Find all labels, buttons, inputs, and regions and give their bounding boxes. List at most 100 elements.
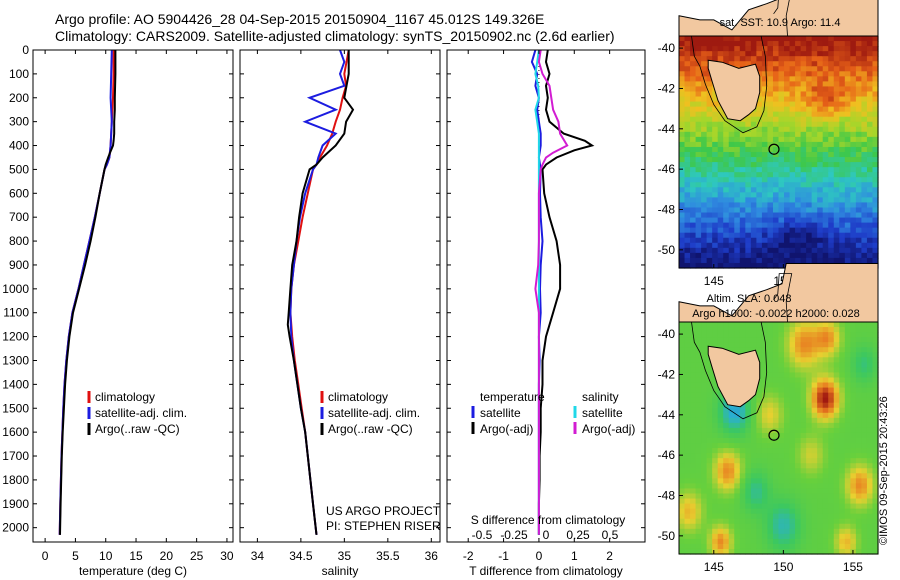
map-cell xyxy=(690,111,697,118)
map-cell xyxy=(806,162,813,168)
map-cell xyxy=(695,207,702,214)
map-cell xyxy=(822,347,829,353)
map-cell xyxy=(866,167,874,173)
map-cell xyxy=(822,392,829,399)
map-cell xyxy=(778,152,785,158)
map-cell xyxy=(839,86,846,93)
map-cell xyxy=(778,548,785,555)
map-cell xyxy=(772,157,780,163)
map-cell xyxy=(833,473,840,479)
map-cell xyxy=(784,192,791,198)
map-cell xyxy=(750,172,757,178)
map-cell xyxy=(828,478,835,484)
map-cell xyxy=(822,207,829,214)
map-cell xyxy=(734,51,741,57)
map-cell xyxy=(745,342,752,348)
map-cell xyxy=(833,141,840,148)
map-cell xyxy=(833,167,840,173)
map-cell xyxy=(712,387,719,394)
map-cell xyxy=(706,247,713,254)
map-cell xyxy=(739,252,746,259)
map-cell xyxy=(728,131,735,138)
map-cell xyxy=(828,232,835,239)
map-cell xyxy=(712,167,719,173)
map-cell xyxy=(861,342,868,348)
series-line-2 xyxy=(58,49,113,535)
map-cell xyxy=(795,543,802,550)
map-cell xyxy=(866,342,874,348)
map-cell xyxy=(690,357,697,363)
map-cell xyxy=(690,327,697,333)
series-line-1 xyxy=(289,49,350,535)
map-cell xyxy=(822,352,829,358)
map-cell xyxy=(828,121,835,128)
map-cell xyxy=(695,397,702,404)
map-cell xyxy=(761,121,769,128)
map-cell xyxy=(690,197,697,204)
map-cell xyxy=(745,463,752,469)
map-cell xyxy=(844,227,851,234)
map-cell xyxy=(811,76,818,82)
map-cell xyxy=(761,402,769,409)
map-cell xyxy=(778,382,785,389)
map-cell xyxy=(795,533,802,540)
legend-label: satellite-adj. clim. xyxy=(328,406,420,420)
map-y-tick-label: -50 xyxy=(658,243,676,257)
map-cell xyxy=(761,141,769,148)
y-tick-label: 1900 xyxy=(2,497,29,511)
map-cell xyxy=(866,141,874,148)
map-cell xyxy=(684,392,691,399)
map-cell xyxy=(723,443,730,449)
map-cell xyxy=(866,212,874,219)
map-cell xyxy=(772,106,780,113)
map-cell xyxy=(706,152,713,158)
map-cell xyxy=(745,327,752,333)
map-cell xyxy=(750,453,757,459)
map-cell xyxy=(695,86,702,93)
map-cell xyxy=(811,518,818,525)
map-cell xyxy=(850,192,857,198)
map-cell xyxy=(789,468,796,474)
map-cell xyxy=(712,538,719,545)
map-cell xyxy=(717,448,724,454)
map-cell xyxy=(745,167,752,173)
map-cell xyxy=(817,141,824,148)
map-cell xyxy=(828,337,835,343)
map-cell xyxy=(855,106,863,113)
map-cell xyxy=(839,227,846,234)
map-cell xyxy=(811,503,818,510)
map-cell xyxy=(861,513,868,520)
legend-label: climatology xyxy=(95,390,155,404)
map-cell xyxy=(690,81,697,88)
map-cell xyxy=(684,96,691,103)
map-cell xyxy=(811,407,818,414)
map-cell xyxy=(795,167,802,173)
map-cell xyxy=(734,337,741,343)
map-cell xyxy=(784,136,791,143)
map-cell xyxy=(734,438,741,444)
map-cell xyxy=(855,453,863,459)
map-cell xyxy=(690,473,697,479)
map-cell xyxy=(745,227,752,234)
map-cell xyxy=(784,157,791,163)
map-cell xyxy=(701,538,708,545)
map-cell xyxy=(772,91,780,98)
map-cell xyxy=(739,427,746,434)
map-cell xyxy=(855,322,863,328)
map-cell xyxy=(822,412,829,419)
map-cell xyxy=(756,483,763,490)
map-cell xyxy=(701,508,708,515)
map-cell xyxy=(817,96,824,103)
map-cell xyxy=(850,367,857,374)
map-cell xyxy=(855,488,863,495)
map-cell xyxy=(684,322,691,328)
map-cell xyxy=(690,227,697,234)
map-cell xyxy=(728,136,735,143)
map-cell xyxy=(800,66,807,72)
map-cell xyxy=(850,41,857,47)
map-cell xyxy=(795,136,802,143)
map-cell xyxy=(761,362,769,368)
map-cell xyxy=(778,106,785,113)
map-cell xyxy=(822,41,829,47)
